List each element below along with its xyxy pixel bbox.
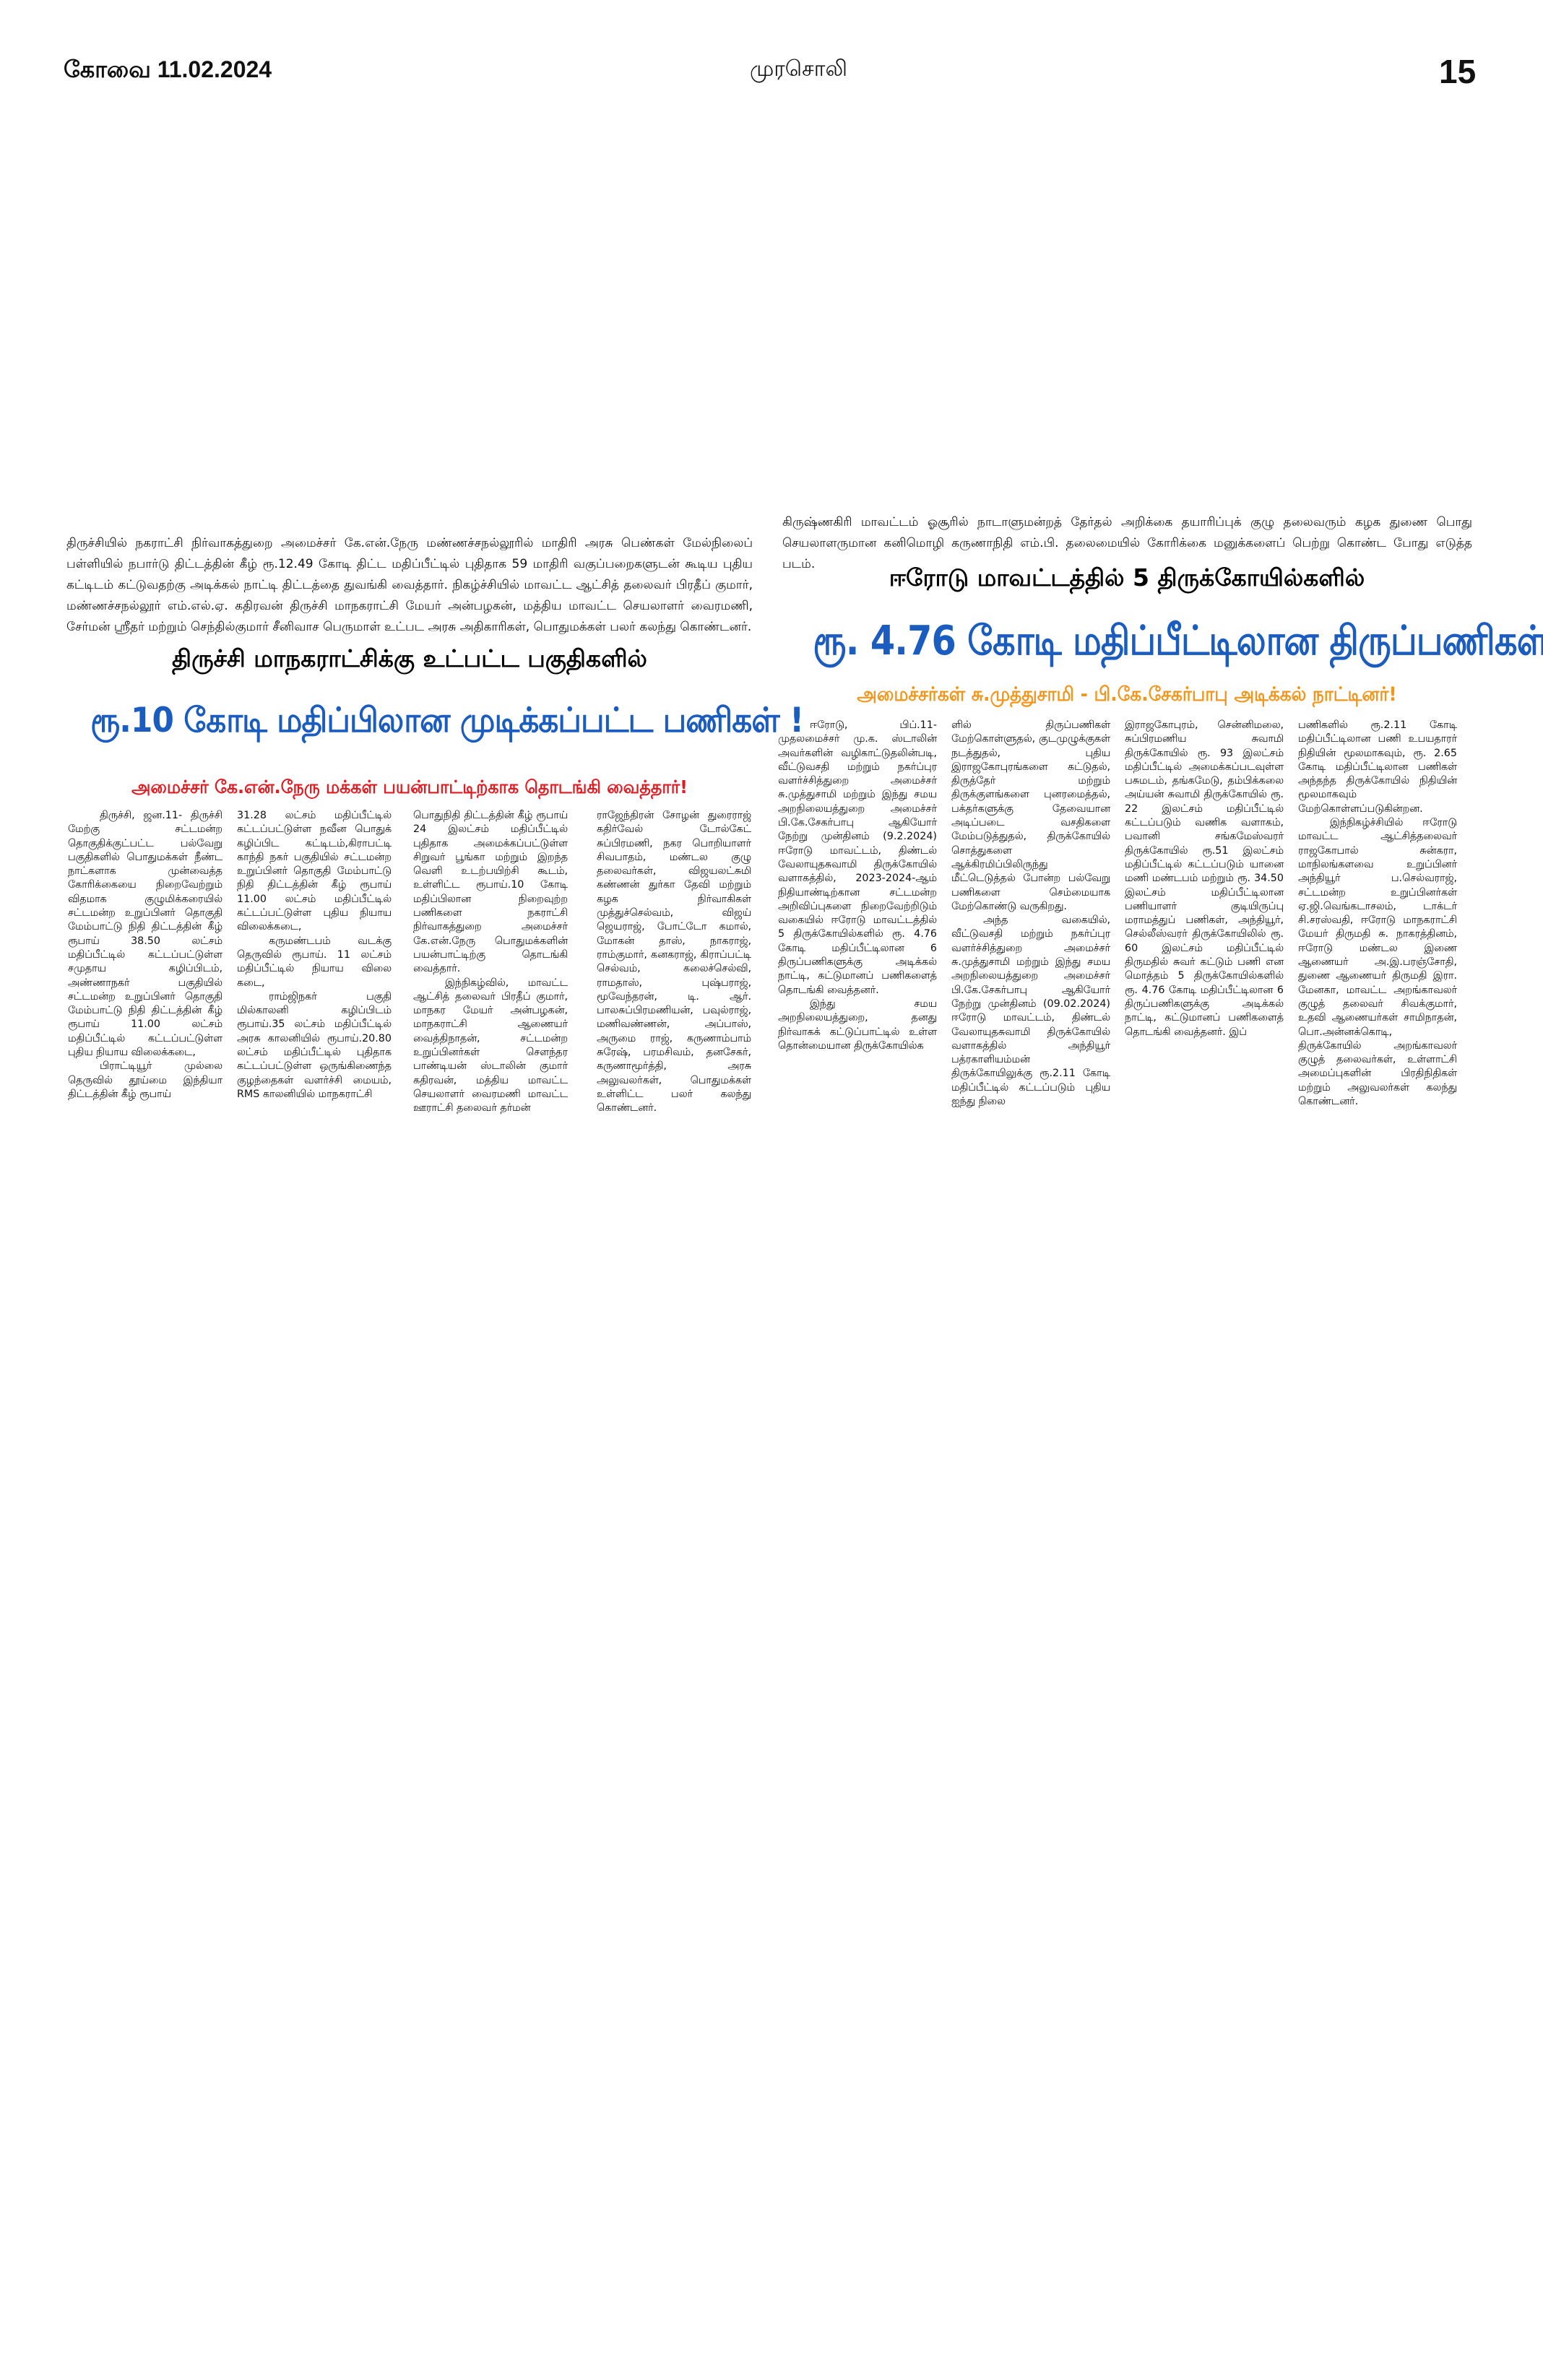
subhead-left: அமைச்சர் கே.என்.நேரு மக்கள் பயன்பாட்டிற்… [131, 776, 688, 797]
paragraph: ளில் திருப்பணிகள் மேற்கொள்ளுதல், குடமுழு… [951, 719, 1110, 912]
paragraph: கருமண்டபம் வடக்கு தெருவில் ரூபாய். 11 லட… [237, 935, 392, 989]
newspaper-name: முரசொலி [750, 56, 847, 82]
article-column: ஈரோடு, பிப்.11- முதலமைச்சர் மு.க. ஸ்டாலி… [778, 719, 937, 1239]
article-column: ளில் திருப்பணிகள் மேற்கொள்ளுதல், குடமுழு… [951, 719, 1110, 1239]
paragraph: ராஜேந்திரன் சோழன் துரைராஜ் கதிர்வேல் டோல… [597, 810, 751, 1115]
paragraph: பொதுநிதி திட்டத்தின் கீழ் ரூபாய் 24 இலட்… [413, 810, 568, 975]
article-column: இராஜகோபுரம், சென்னிமலை, சுப்பிரமணிய சுவா… [1125, 719, 1284, 1239]
paragraph: இந்நிகழ்ச்சியில் ஈரோடு மாவட்ட ஆட்சித்தலை… [1298, 817, 1457, 1108]
article-column: பணிகளில் ரூ.2.11 கோடி மதிப்பீட்டிலான பணி… [1298, 719, 1457, 1239]
article-column: பொதுநிதி திட்டத்தின் கீழ் ரூபாய் 24 இலட்… [413, 809, 568, 1242]
paragraph: 31.28 லட்சம் மதிப்பீட்டில் கட்டப்பட்டுள்… [237, 810, 392, 933]
paragraph: இந்நிகழ்வில், மாவட்ட ஆட்சித் தலைவர் பிரத… [413, 977, 568, 1115]
paragraph: இந்து சமய அறநிலையத்துறை, தனது நிர்வாகக் … [778, 998, 937, 1052]
kicker-right: ஈரோடு மாவட்டத்தில் 5 திருக்கோயில்களில் [889, 563, 1365, 592]
subhead-right: அமைச்சர்கள் சு.முத்துசாமி - பி.கே.சேகர்ப… [857, 683, 1397, 706]
paragraph: இராஜகோபுரம், சென்னிமலை, சுப்பிரமணிய சுவா… [1125, 719, 1284, 1038]
headline-right: ரூ. 4.76 கோடி மதிப்பீட்டிலான திருப்பணிகள… [813, 618, 1543, 665]
paragraph: அந்த வகையில், வீட்டுவசதி மற்றும் நகர்ப்ப… [951, 914, 1110, 1108]
paragraph: பிராட்டியூர் முல்லை தெருவில் தூய்மை இந்த… [68, 1060, 222, 1100]
kicker-left: திருச்சி மாநகராட்சிக்கு உட்பட்ட பகுதிகளி… [172, 644, 647, 672]
paragraph: பணிகளில் ரூ.2.11 கோடி மதிப்பீட்டிலான பணி… [1298, 719, 1457, 815]
article-column: ராஜேந்திரன் சோழன் துரைராஜ் கதிர்வேல் டோல… [597, 809, 751, 1242]
paragraph: திருச்சி, ஜன.11- திருச்சி மேற்கு சட்டமன்… [68, 810, 222, 1059]
article-column: திருச்சி, ஜன.11- திருச்சி மேற்கு சட்டமன்… [68, 809, 222, 1242]
photo-caption-right: கிருஷ்ணகிரி மாவட்டம் ஓசூரில் நாடாளுமன்றத… [782, 515, 1472, 571]
photo-caption-left: திருச்சியில் நகராட்சி நிர்வாகத்துறை அமைச… [66, 536, 753, 634]
page-number: 15 [1439, 53, 1477, 90]
paragraph: ராம்ஜிநகர் பகுதி மில்காலனி கழிப்பிடம் ரூ… [237, 990, 392, 1100]
article-column: 31.28 லட்சம் மதிப்பீட்டில் கட்டப்பட்டுள்… [237, 809, 392, 1242]
headline-left: ரூ.10 கோடி மதிப்பிலான முடிக்கப்பட்ட பணிக… [90, 701, 804, 740]
edition-date: கோவை 11.02.2024 [64, 56, 272, 82]
paragraph: ஈரோடு, பிப்.11- முதலமைச்சர் மு.க. ஸ்டாலி… [778, 719, 937, 996]
